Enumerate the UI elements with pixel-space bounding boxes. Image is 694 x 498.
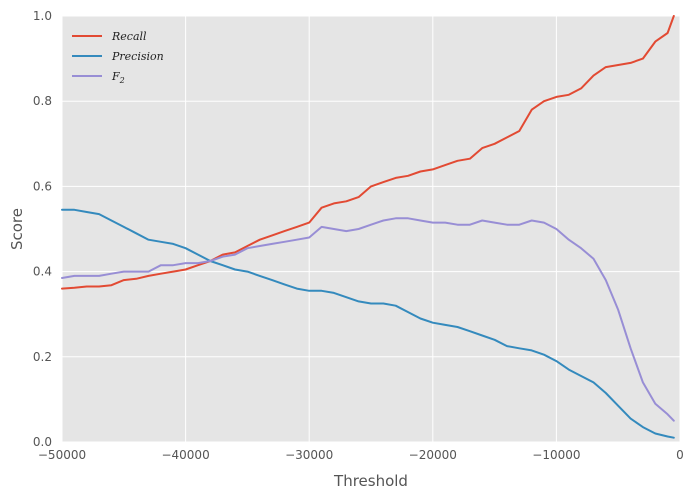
y-tick-label: 0.0 (33, 435, 52, 449)
x-tick-label: −10000 (532, 448, 580, 462)
x-tick-label: −50000 (38, 448, 86, 462)
legend-label-f2-subscript: 2 (119, 76, 125, 85)
y-tick-label: 1.0 (33, 9, 52, 23)
x-axis: −50000 −40000 −30000 −20000 −10000 0 (38, 448, 684, 462)
series-line-precision (61, 208, 675, 439)
legend-label-precision: Precision (111, 50, 164, 63)
plot-background (62, 16, 680, 442)
legend-label-recall: Recall (111, 30, 147, 43)
x-axis-label: Threshold (333, 472, 408, 490)
legend: Recall Precision F2 (72, 30, 164, 85)
y-tick-label: 0.2 (33, 350, 52, 364)
y-tick-label: 0.4 (33, 265, 52, 279)
series-layer (61, 15, 675, 439)
legend-label-f2: F2 (111, 70, 125, 85)
x-tick-label: −40000 (161, 448, 209, 462)
series-line-f2 (61, 217, 675, 422)
x-tick-label: −20000 (409, 448, 457, 462)
x-tick-label: −30000 (285, 448, 333, 462)
y-tick-label: 0.6 (33, 179, 52, 193)
y-tick-label: 0.8 (33, 94, 52, 108)
series-line-recall (61, 15, 675, 290)
x-tick-label: 0 (676, 448, 684, 462)
y-axis-label: Score (8, 208, 26, 250)
y-axis: 0.0 0.2 0.4 0.6 0.8 1.0 (33, 9, 52, 449)
